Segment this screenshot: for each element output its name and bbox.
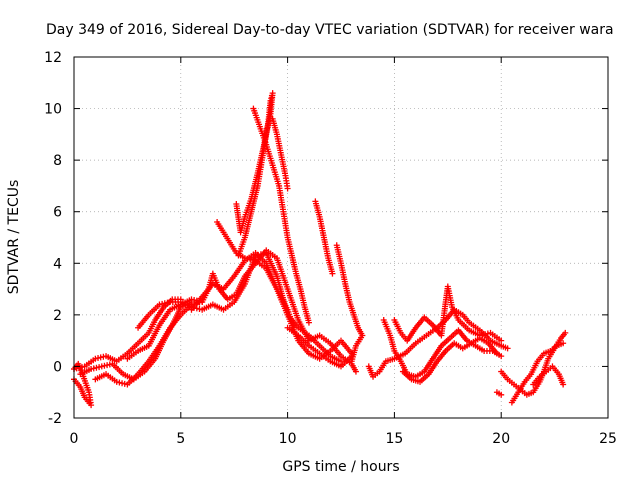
- series-track-v: [530, 363, 567, 388]
- x-tick-label: 20: [492, 431, 510, 447]
- data-point: [498, 353, 505, 360]
- data-point: [560, 340, 567, 347]
- series-track-j: [250, 105, 312, 326]
- data-point: [493, 350, 500, 357]
- plot-frame: [73, 56, 609, 419]
- data-point: [560, 381, 567, 388]
- x-axis-label: GPS time / hours: [282, 459, 399, 475]
- data-point: [498, 337, 505, 344]
- series-track-l: [312, 198, 336, 277]
- series-track-p: [380, 317, 505, 380]
- series-track-r: [399, 335, 500, 385]
- chart-title: Day 349 of 2016, Sidereal Day-to-day VTE…: [46, 22, 614, 38]
- data-point: [504, 345, 511, 352]
- ticks-layer: 0 5 10 15 20 25 -2 0 2 4 6 8 10 12: [44, 50, 617, 447]
- y-tick-label: 2: [53, 308, 62, 324]
- series-track-s: [493, 389, 505, 398]
- data-point: [498, 391, 505, 398]
- grid-layer: [74, 57, 608, 418]
- series-track-h: [214, 219, 298, 331]
- y-axis-label: SDTVAR / TECUs: [6, 180, 22, 295]
- y-tick-label: -2: [48, 411, 62, 427]
- data-point: [235, 252, 242, 259]
- y-tick-label: 12: [44, 50, 62, 66]
- x-tick-label: 25: [599, 431, 617, 447]
- y-tick-label: 0: [53, 359, 62, 375]
- x-tick-label: 0: [70, 431, 79, 447]
- x-tick-label: 10: [279, 431, 297, 447]
- series-track-q: [391, 283, 505, 344]
- points-layer: [71, 90, 569, 409]
- y-tick-label: 8: [53, 153, 62, 169]
- y-tick-label: 4: [53, 256, 62, 272]
- data-point: [305, 319, 312, 326]
- series-track-k: [269, 115, 291, 192]
- data-point: [284, 185, 291, 192]
- data-point: [329, 270, 336, 277]
- series-track-m: [333, 242, 366, 365]
- data-point: [352, 368, 359, 375]
- y-tick-label: 6: [53, 205, 62, 221]
- data-point: [562, 329, 569, 336]
- series-track-d: [92, 298, 206, 388]
- series-track-u: [508, 340, 567, 406]
- data-point: [348, 358, 355, 365]
- y-tick-label: 10: [44, 102, 62, 118]
- series-track-n: [284, 324, 355, 370]
- x-tick-label: 15: [385, 431, 403, 447]
- x-tick-label: 5: [176, 431, 185, 447]
- data-point: [348, 353, 355, 360]
- data-point: [338, 358, 344, 365]
